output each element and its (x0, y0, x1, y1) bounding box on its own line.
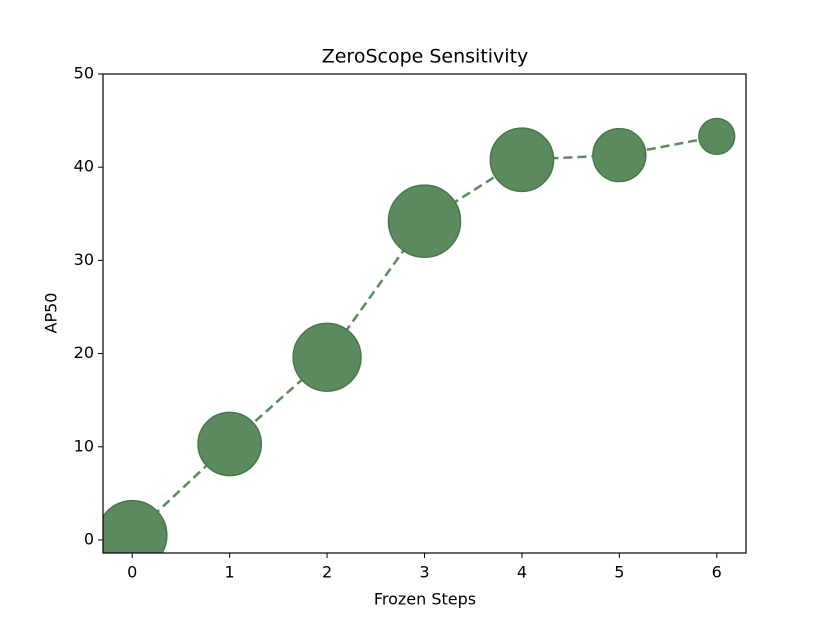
bubble (197, 411, 263, 477)
x-tick-label: 6 (712, 563, 722, 582)
bubble (103, 499, 168, 553)
y-tick-label: 10 (74, 436, 94, 455)
bubble (387, 184, 462, 259)
y-tick-label: 20 (74, 343, 94, 362)
bubble (698, 117, 736, 156)
x-tick-label: 0 (127, 563, 137, 582)
x-tick-label: 4 (517, 563, 527, 582)
x-axis-label: Frozen Steps (374, 590, 476, 609)
x-tick-label: 5 (614, 563, 624, 582)
x-tick-label: 2 (322, 563, 332, 582)
chart-title: ZeroScope Sensitivity (322, 46, 529, 68)
y-axis-label: AP50 (42, 293, 61, 334)
x-tick-label: 1 (225, 563, 235, 582)
bubble (592, 127, 647, 183)
plot-area (103, 117, 736, 553)
y-tick-label: 50 (74, 64, 94, 83)
y-tick-label: 0 (84, 529, 94, 548)
y-tick-label: 30 (74, 250, 94, 269)
x-tick-label: 3 (419, 563, 429, 582)
bubble (489, 127, 555, 193)
plot-frame (102, 73, 747, 554)
bubble (292, 322, 362, 392)
y-tick-label: 40 (74, 157, 94, 176)
